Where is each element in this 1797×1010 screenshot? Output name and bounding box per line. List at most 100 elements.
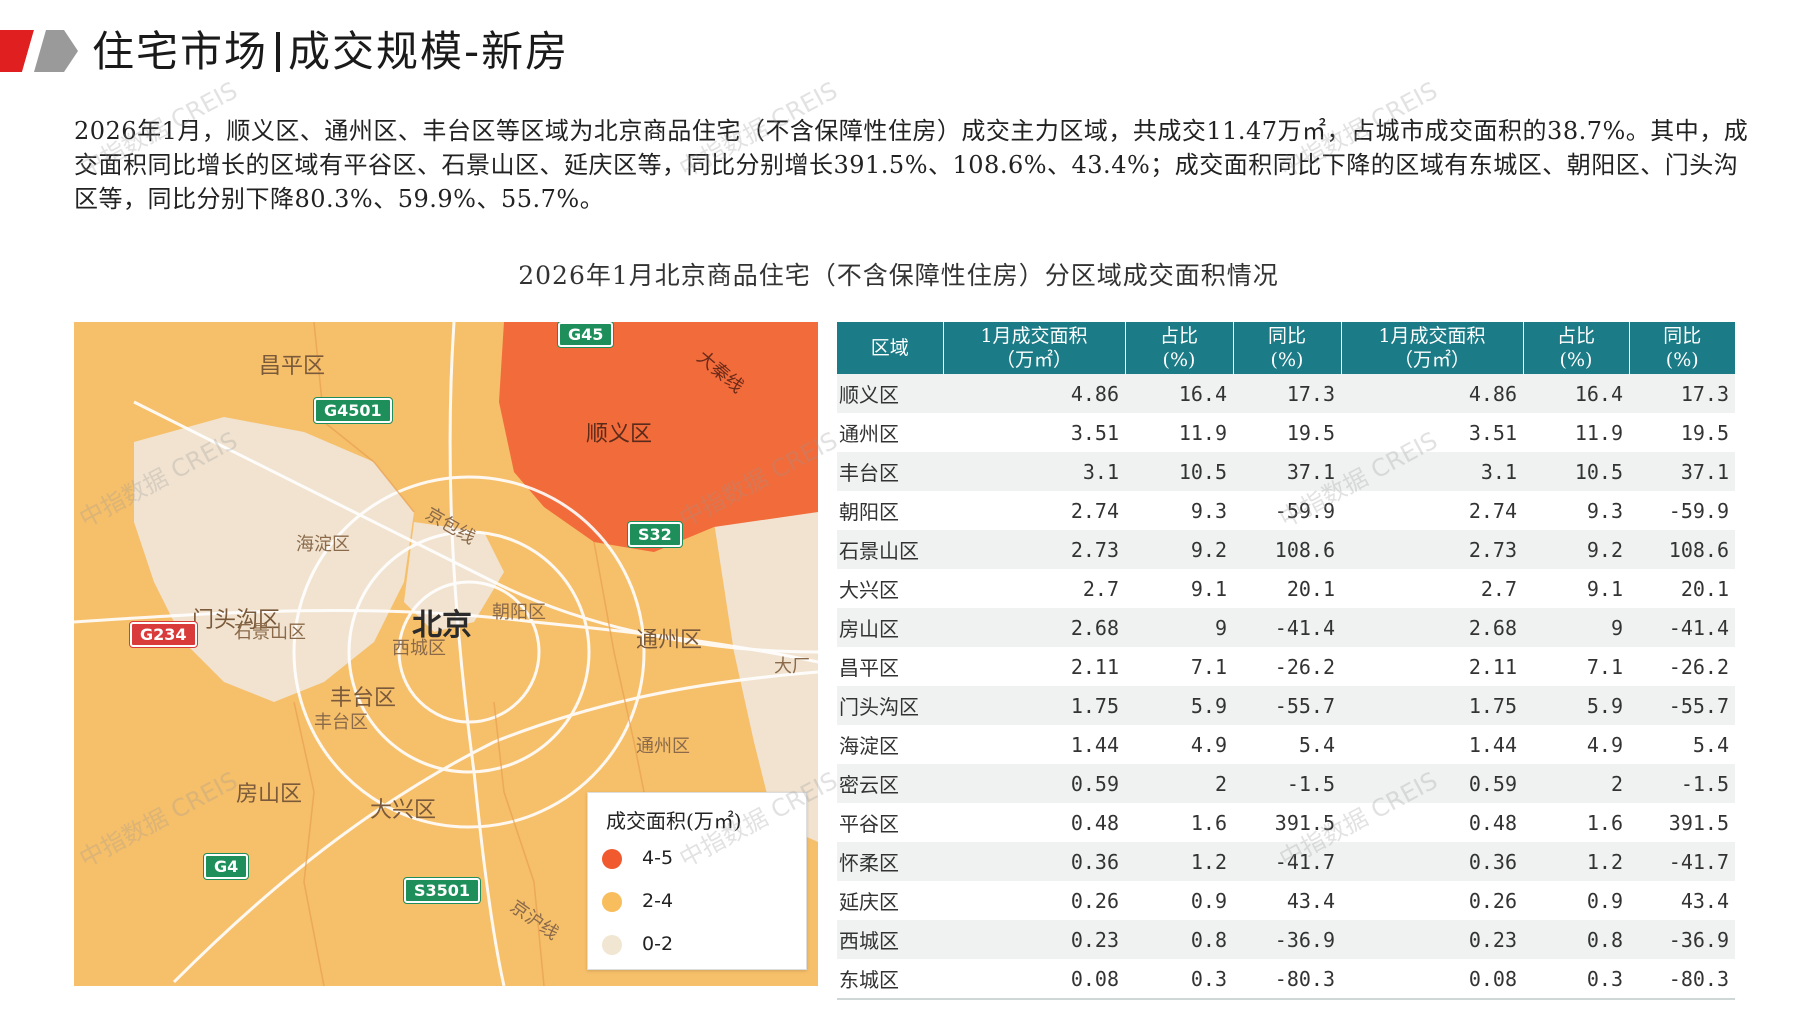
table-cell: 9.1 [1586,576,1623,601]
table-row: 朝阳区 2.74 9.3 -59.9 2.74 9.3 -59.9 [837,491,1735,530]
table-cell: -59.9 [1274,498,1335,523]
legend-label-high: 4-5 [642,847,674,869]
district-table: 区域 1月成交面积 （万㎡） 占比 (%) 同比 (%) 1月成交面积 （万㎡） 占比(… [837,322,1735,1000]
table-cell: 3.51 [1468,420,1517,445]
table-header: 同比 (%) [1629,322,1735,374]
table-cell: 16.4 [1574,381,1623,406]
table-cell: 2.73 [1070,537,1119,562]
table-cell: 5.4 [1298,732,1335,757]
table-cell: 37.1 [1680,459,1729,484]
map-high-region [499,322,818,552]
table-cell: -55.7 [1274,693,1335,718]
table-row: 延庆区 0.26 0.9 43.4 0.26 0.9 43.4 [837,881,1735,920]
page-title-part2: 成交规模-新房 [288,27,570,76]
road-shield-g234: G234 [130,622,197,647]
table-row: 通州区 3.51 11.9 19.5 3.51 11.9 19.5 [837,413,1735,452]
table-cell: 16.4 [1178,381,1227,406]
table-header: 占比 (%) [1125,322,1234,374]
table-cell: -41.7 [1274,849,1335,874]
legend-swatch-high [602,849,622,869]
table-cell: 391.5 [1668,810,1729,835]
table-cell: 0.23 [1468,927,1517,952]
table-cell: -26.2 [1668,654,1729,679]
table-cell: 4.9 [1586,732,1623,757]
table-cell: 9.2 [1586,537,1623,562]
table-cell: -55.7 [1668,693,1729,718]
table-cell: 1.6 [1190,810,1227,835]
table-cell: 20.1 [1286,576,1335,601]
table-cell: 9.3 [1190,498,1227,523]
chart-subtitle: 2026年1月北京商品住宅（不含保障性住房）分区域成交面积情况 [518,261,1279,290]
table-cell: 11.9 [1574,420,1623,445]
table-cell: 0.36 [1070,849,1119,874]
legend-label-low: 0-2 [642,933,674,955]
table-cell: 4.9 [1190,732,1227,757]
table-cell: 0.26 [1070,888,1119,913]
page-title: 住宅市场 成交规模-新房 [92,30,569,74]
road-shield-g4501: G4501 [314,398,392,423]
map-label-fengtai: 丰台区 [330,686,397,711]
district-name-cell: 东城区 [837,959,943,1000]
map-label-tongzhou-small: 通州区 [636,736,690,757]
table-cell: 391.5 [1274,810,1335,835]
table-row: 大兴区 2.7 9.1 20.1 2.7 9.1 20.1 [837,569,1735,608]
table-header: 1月成交面积 （万㎡） [943,322,1126,374]
map-label-beijing: 北京 [412,608,472,643]
table-cell: 4.86 [1468,381,1517,406]
table-cell: 0.9 [1190,888,1227,913]
table-cell: 9 [1214,615,1227,640]
map-label-shunyi: 顺义区 [586,422,653,447]
table-cell: 0.48 [1468,810,1517,835]
table-cell: 2.7 [1082,576,1119,601]
district-name-cell: 平谷区 [839,812,899,836]
table-cell: -26.2 [1274,654,1335,679]
district-name-cell: 西城区 [839,929,899,953]
table-cell: -1.5 [1680,771,1729,796]
road-shield-g45: G45 [558,322,614,347]
table-cell: 0.59 [1070,771,1119,796]
table-cell: 2 [1214,771,1227,796]
table-cell: 7.1 [1190,654,1227,679]
table-cell: 2.73 [1468,537,1517,562]
table-row: 东城区 0.08 0.3 -80.3 0.08 0.3 -80.3 [837,959,1735,1000]
table-cell: -36.9 [1668,927,1729,952]
table-cell: 1.6 [1586,810,1623,835]
table-cell: -41.4 [1274,615,1335,640]
table-cell: 37.1 [1286,459,1335,484]
table-row: 海淀区 1.44 4.9 5.4 1.44 4.9 5.4 [837,725,1735,764]
table-cell: 1.2 [1190,849,1227,874]
map-low-region-west [134,417,414,702]
district-name-cell: 昌平区 [839,656,899,680]
table-cell: 108.6 [1274,537,1335,562]
table-cell: 17.3 [1286,381,1335,406]
table-cell: 1.44 [1070,732,1119,757]
table-row: 顺义区 4.86 16.4 17.3 4.86 16.4 17.3 [837,374,1735,413]
map-legend: 成交面积(万㎡) 4-5 2-4 0-2 [587,792,807,970]
table-cell: 43.4 [1286,888,1335,913]
table-cell: 10.5 [1574,459,1623,484]
legend-title: 成交面积(万㎡) [606,809,742,833]
district-name-cell: 海淀区 [839,734,899,758]
table-cell: 2.11 [1468,654,1517,679]
district-name-cell: 大兴区 [839,578,899,602]
table-row: 丰台区 3.1 10.5 37.1 3.1 10.5 37.1 [837,452,1735,491]
map-label-changping: 昌平区 [259,354,326,379]
table-row: 门头沟区 1.75 5.9 -55.7 1.75 5.9 -55.7 [837,686,1735,725]
table-cell: 0.36 [1468,849,1517,874]
table-cell: 108.6 [1668,537,1729,562]
map-label-chaoyang: 朝阳区 [492,602,546,623]
table-cell: 9.1 [1190,576,1227,601]
table-cell: 10.5 [1178,459,1227,484]
table-cell: 2.11 [1070,654,1119,679]
table-cell: 0.8 [1586,927,1623,952]
table-cell: 20.1 [1680,576,1729,601]
district-name-cell: 顺义区 [839,383,899,407]
table-cell: -41.4 [1668,615,1729,640]
table-header: 1月成交面积 （万㎡） [1341,322,1524,374]
district-name-cell: 房山区 [839,617,899,641]
table-cell: 0.8 [1190,927,1227,952]
table-cell: 2.74 [1070,498,1119,523]
district-name-cell: 密云区 [839,773,899,797]
table-cell: -36.9 [1274,927,1335,952]
district-name-cell: 延庆区 [839,890,899,914]
